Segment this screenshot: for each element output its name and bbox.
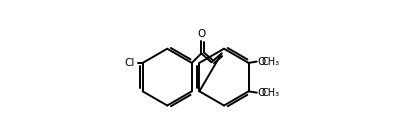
Text: O: O: [258, 88, 265, 98]
Text: CH₃: CH₃: [261, 57, 279, 67]
Text: O: O: [197, 29, 205, 39]
Text: Cl: Cl: [125, 58, 135, 68]
Text: O: O: [258, 57, 265, 67]
Text: CH₃: CH₃: [261, 88, 279, 98]
